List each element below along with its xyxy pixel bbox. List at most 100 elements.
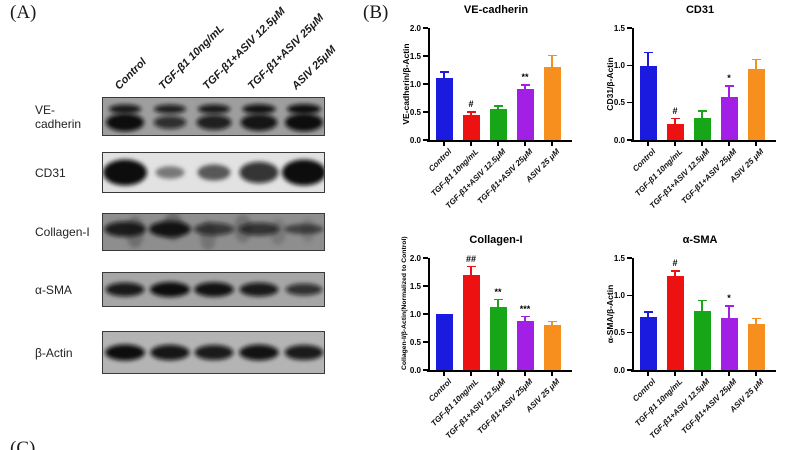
y-tick-mark	[423, 139, 428, 141]
error-bar	[497, 105, 499, 112]
protein-band	[285, 283, 323, 296]
blot-bands	[103, 159, 324, 186]
y-tick-mark	[627, 331, 632, 334]
error-bar-cap	[643, 311, 653, 313]
error-bar	[674, 269, 676, 278]
panel-c-label: (C)	[10, 438, 36, 450]
error-bar	[701, 299, 703, 313]
y-tick-mark	[423, 83, 428, 85]
bar-5	[543, 66, 561, 140]
protein-band	[242, 104, 276, 114]
bar-4	[720, 97, 738, 140]
blot-bands	[106, 104, 323, 132]
protein-band	[106, 113, 144, 132]
panel-b-label: (B)	[363, 2, 389, 23]
blot-image	[102, 213, 325, 251]
x-tick-mark	[443, 142, 445, 146]
x-axis	[631, 140, 776, 142]
significance-annotation: #	[672, 257, 678, 268]
y-axis	[632, 258, 634, 371]
blot-label: α-SMA	[35, 282, 72, 297]
bar-5	[543, 324, 561, 370]
x-tick-mark	[551, 372, 553, 376]
significance-annotation: #	[672, 105, 678, 116]
x-tick-mark	[443, 372, 445, 376]
y-tick-mark	[423, 341, 428, 343]
protein-band	[194, 282, 234, 297]
protein-band	[108, 104, 142, 114]
chart-title: α-SMA	[682, 234, 718, 246]
y-tick-label: 1.0	[409, 309, 421, 319]
protein-band	[287, 104, 321, 115]
significance-annotation: **	[521, 72, 529, 82]
error-bar-cap	[670, 269, 680, 272]
y-tick-label: 0.0	[613, 365, 625, 375]
protein-band	[284, 344, 324, 361]
significance-annotation: **	[494, 286, 502, 297]
blot-image	[102, 97, 325, 136]
y-axis	[632, 28, 634, 141]
error-bar	[524, 315, 526, 323]
protein-band	[239, 282, 279, 297]
x-tick-mark	[728, 372, 730, 376]
error-bar	[497, 298, 499, 310]
x-tick-mark	[470, 142, 472, 146]
x-tick-mark	[674, 372, 676, 376]
x-tick-mark	[497, 142, 499, 146]
bar-1	[639, 66, 657, 140]
error-bar	[551, 320, 553, 327]
error-bar-cap	[547, 320, 557, 323]
y-tick-mark	[423, 111, 428, 113]
x-tick-mark	[647, 372, 649, 376]
bar-2	[666, 275, 684, 370]
error-bar-cap	[547, 54, 557, 57]
chart-cd31: CD31 CD31/β-Actin 0.0 0.5 1.0 1.5 Control # TGF-…	[592, 0, 798, 220]
protein-band	[149, 221, 191, 238]
error-bar-cap	[724, 85, 734, 88]
error-bar-cap	[697, 299, 707, 302]
blot-bands	[105, 282, 323, 297]
protein-band	[194, 344, 234, 361]
significance-annotation: *	[727, 293, 731, 304]
error-bar-cap	[751, 317, 761, 320]
y-tick-label: 0.0	[613, 135, 625, 145]
y-tick-mark	[423, 369, 428, 371]
protein-band	[282, 159, 324, 186]
x-tick-mark	[470, 372, 472, 376]
panel-a-label: (A)	[10, 2, 37, 23]
y-tick-label: 1.5	[409, 281, 421, 291]
bar-4	[516, 89, 534, 140]
protein-band	[196, 114, 232, 131]
error-bar	[728, 85, 730, 100]
protein-band	[239, 344, 279, 361]
bar-4	[516, 320, 534, 370]
x-tick-mark	[701, 142, 703, 146]
error-bar-cap	[493, 298, 503, 301]
protein-band	[103, 159, 147, 186]
significance-annotation: *	[727, 73, 731, 84]
y-tick-label: 0.5	[409, 337, 421, 347]
x-tick-mark	[674, 142, 676, 146]
error-bar-cap	[670, 117, 680, 120]
y-tick-mark	[423, 313, 428, 315]
x-axis	[631, 370, 776, 372]
y-tick-mark	[627, 101, 632, 104]
chart-title: VE-cadherin	[463, 4, 529, 16]
error-bar-cap	[751, 58, 761, 61]
y-tick-label: 1.0	[613, 60, 625, 70]
protein-band	[284, 224, 324, 235]
y-tick-mark	[627, 64, 632, 67]
y-tick-label: 0.5	[409, 107, 421, 117]
significance-annotation: #	[468, 99, 474, 110]
bar-5	[747, 323, 765, 370]
y-axis	[428, 258, 430, 371]
error-bar-cap	[520, 84, 530, 86]
bar-2	[462, 114, 480, 140]
y-tick-label: 2.0	[409, 253, 421, 263]
blot-bands	[104, 214, 324, 250]
y-tick-label: 0.0	[409, 365, 421, 375]
error-bar	[443, 71, 445, 80]
bar-3	[489, 307, 507, 370]
error-bar	[701, 110, 703, 120]
